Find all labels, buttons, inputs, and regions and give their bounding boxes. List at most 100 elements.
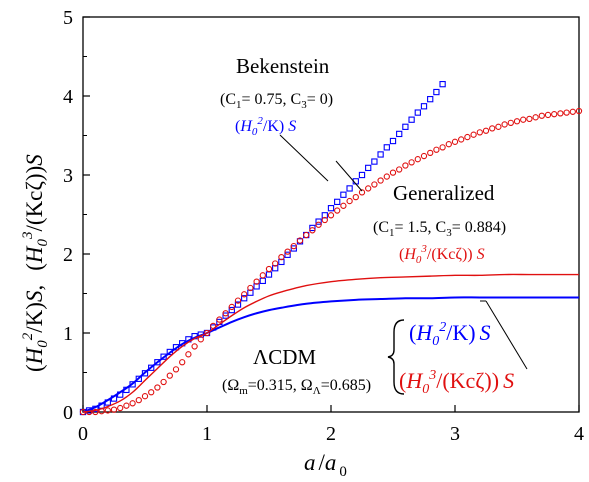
square-marker	[340, 191, 347, 198]
square-marker	[427, 96, 434, 103]
circle-marker	[451, 138, 459, 145]
circle-marker	[315, 221, 322, 228]
circle-marker	[160, 378, 167, 386]
generalized-quantity-label: (H03/(Kcζ)) S	[399, 243, 485, 266]
bekenstein-title: Bekenstein	[236, 54, 330, 78]
circle-marker	[458, 136, 465, 143]
circle-marker	[241, 291, 248, 298]
generalized-title: Generalized	[393, 181, 495, 205]
plot-frame	[82, 16, 580, 413]
circle-marker	[253, 278, 260, 285]
circle-marker	[551, 111, 558, 118]
circle-marker	[110, 406, 118, 413]
circle-marker	[414, 156, 421, 163]
square-marker	[284, 251, 291, 258]
series-3	[82, 273, 579, 413]
square-marker	[365, 164, 372, 172]
square-marker	[234, 301, 242, 308]
square-marker	[346, 185, 353, 192]
x-tick-label: 2	[326, 423, 336, 445]
square-marker	[241, 295, 248, 302]
square-marker	[396, 130, 403, 138]
square-marker	[222, 312, 229, 319]
square-marker	[290, 245, 297, 252]
circle-marker	[396, 166, 403, 173]
square-marker	[402, 123, 409, 130]
circle-marker	[433, 146, 440, 153]
leader-lines	[279, 134, 528, 370]
circle-marker	[439, 144, 446, 151]
circle-marker	[383, 173, 390, 180]
circle-marker	[278, 254, 285, 261]
square-marker	[334, 198, 341, 206]
square-marker	[377, 151, 384, 158]
square-marker	[315, 218, 322, 225]
circle-marker	[544, 111, 552, 119]
circle-marker	[104, 407, 111, 414]
circle-marker	[352, 193, 359, 201]
circle-marker	[185, 351, 192, 358]
y-tick-label: 1	[63, 323, 73, 345]
circle-marker	[148, 389, 155, 396]
square-marker	[265, 271, 273, 278]
circle-marker	[427, 149, 434, 157]
x-tick-label: 4	[574, 423, 584, 445]
lcdm-params: (Ωm=0.315, ΩΛ=0.685)	[222, 377, 371, 397]
circle-marker	[532, 114, 539, 121]
circle-marker	[303, 231, 310, 239]
y-tick-label: 5	[63, 7, 73, 29]
square-marker	[259, 277, 266, 285]
circle-marker	[408, 159, 415, 166]
circle-marker	[234, 297, 242, 304]
circle-marker	[191, 343, 198, 350]
circle-marker	[513, 118, 521, 125]
square-marker	[160, 353, 167, 360]
circle-marker	[321, 216, 328, 224]
bekenstein-params: (C1= 0.75, C3= 0)	[220, 91, 333, 111]
circle-marker	[334, 207, 341, 214]
leader-lcdm-red	[485, 300, 528, 370]
circle-marker	[265, 265, 273, 273]
circle-marker	[482, 127, 490, 134]
square-marker	[408, 116, 415, 123]
square-marker	[135, 375, 142, 382]
x-tick-label: 0	[78, 423, 88, 445]
circle-marker	[501, 121, 508, 128]
circle-marker	[563, 109, 570, 116]
circle-marker	[420, 152, 428, 160]
series-layer	[79, 81, 583, 416]
square-marker	[420, 103, 428, 110]
circle-marker	[371, 181, 378, 188]
circle-marker	[402, 162, 409, 169]
circle-marker	[575, 107, 583, 115]
circle-marker	[197, 336, 204, 343]
circle-marker	[129, 400, 136, 407]
square-marker	[439, 81, 446, 88]
circle-marker	[272, 260, 279, 267]
circle-marker	[247, 284, 254, 292]
series-2	[82, 296, 579, 413]
circle-marker	[464, 133, 471, 141]
circle-marker	[569, 108, 576, 115]
square-marker	[327, 205, 335, 212]
square-marker	[371, 158, 378, 165]
circle-marker	[526, 115, 533, 123]
square-marker	[433, 88, 440, 96]
y-axis-title: (H02/K)S,(H03/(Kcζ))S	[20, 154, 51, 372]
square-marker	[358, 171, 366, 179]
series-line	[82, 273, 579, 413]
circle-marker	[507, 119, 514, 127]
circle-marker	[346, 197, 353, 205]
y-tick-label: 2	[63, 244, 73, 266]
circle-marker	[495, 123, 502, 130]
square-marker	[141, 370, 149, 377]
circle-marker	[290, 242, 297, 250]
x-tick-label: 3	[450, 423, 460, 445]
circle-marker	[340, 202, 347, 209]
circle-marker	[216, 316, 223, 323]
circle-marker	[135, 396, 142, 404]
circle-marker	[377, 177, 384, 184]
leader-bekenstein	[279, 134, 329, 182]
circle-marker	[470, 131, 477, 138]
